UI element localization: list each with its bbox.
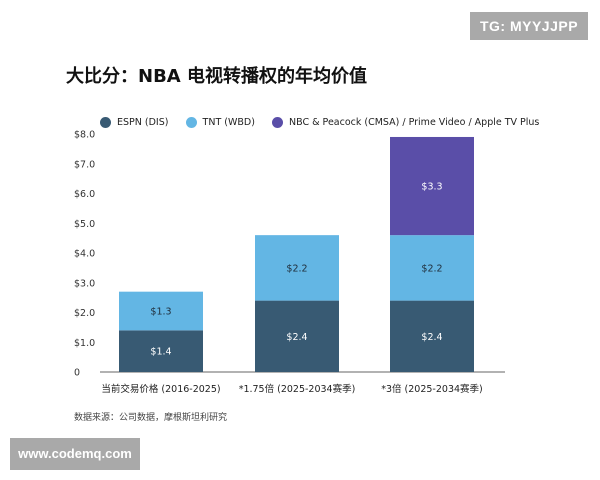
y-tick-label: $8.0: [74, 130, 95, 141]
y-tick-label: $4.0: [74, 249, 95, 260]
bar-segment: [119, 330, 203, 372]
legend-item-tnt: TNT (WBD): [185, 117, 255, 128]
watermark-bottom: www.codemq.com: [10, 438, 140, 470]
data-label: $2.2: [421, 263, 442, 274]
y-tick-label: $7.0: [74, 159, 95, 170]
y-tick-label: $6.0: [74, 189, 95, 200]
data-label: $2.4: [286, 332, 307, 343]
y-tick-label: $5.0: [74, 219, 95, 230]
y-tick-label: $3.0: [74, 278, 95, 289]
bar-segment: [390, 235, 474, 301]
legend-item-espn: ESPN (DIS): [100, 117, 168, 128]
watermark-top: TG: MYYJJPP: [470, 12, 588, 40]
legend-label-nbc: NBC & Peacock (CMSA) / Prime Video / App…: [289, 117, 540, 128]
y-tick-label: $1.0: [74, 338, 95, 349]
bar-segment: [390, 300, 474, 372]
legend-item-nbc: NBC & Peacock (CMSA) / Prime Video / App…: [272, 117, 539, 128]
data-label: $2.4: [421, 332, 442, 343]
bar-segment: [390, 136, 474, 236]
x-tick-label: 当前交易价格 (2016-2025): [101, 383, 220, 395]
y-tick-label: 0: [74, 368, 80, 379]
legend-swatch-nbc: [272, 117, 284, 128]
bar-segment: [255, 235, 339, 301]
data-label: $3.3: [421, 182, 442, 193]
chart-legend: ESPN (DIS) TNT (WBD) NBC & Peacock (CMSA…: [100, 113, 551, 129]
legend-label-espn: ESPN (DIS): [117, 117, 169, 128]
bar-segment: [255, 300, 339, 372]
legend-swatch-tnt: [185, 117, 197, 128]
x-tick-label: *1.75倍 (2025-2034赛季): [239, 383, 356, 395]
legend-swatch-espn: [100, 117, 111, 128]
legend-label-tnt: TNT (WBD): [202, 117, 255, 128]
bar-segment: [119, 291, 203, 331]
data-label: $1.3: [150, 307, 171, 318]
data-label: $1.4: [150, 347, 171, 358]
chart-title: 大比分：NBA 电视转播权的年均价值: [66, 66, 367, 87]
source-note: 数据来源：公司数据，摩根斯坦利研究: [74, 413, 228, 423]
y-tick-label: $2.0: [74, 308, 95, 319]
data-label: $2.2: [286, 263, 307, 274]
x-tick-label: *3倍 (2025-2034赛季): [381, 383, 483, 395]
